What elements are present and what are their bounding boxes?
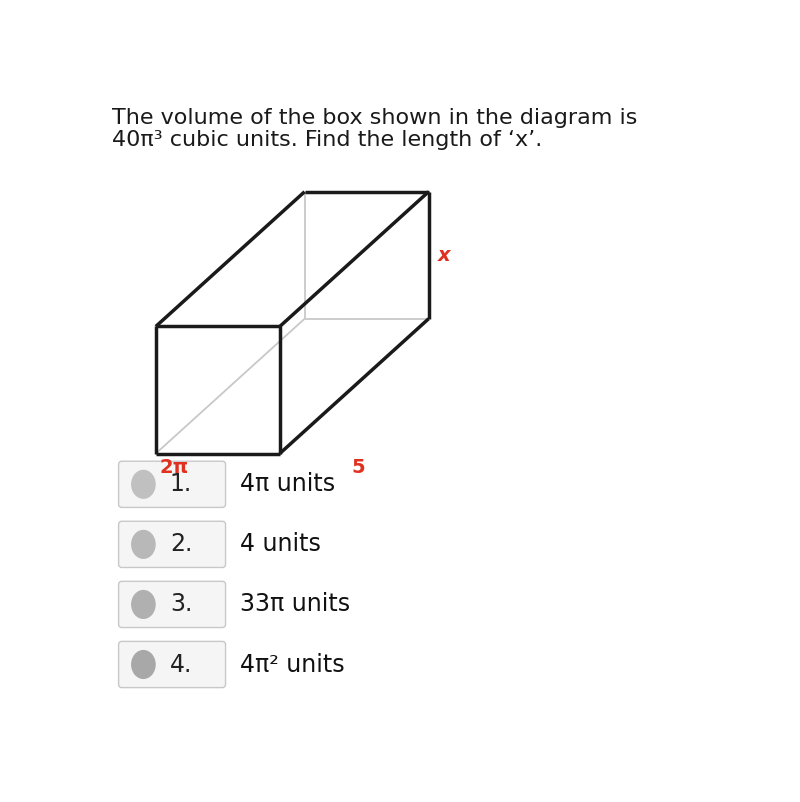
Text: 3.: 3. [170,593,192,617]
Text: 1.: 1. [170,472,192,496]
Text: 4.: 4. [170,653,192,677]
FancyBboxPatch shape [118,581,226,627]
Text: The volume of the box shown in the diagram is: The volume of the box shown in the diagr… [112,107,637,128]
Text: 4 units: 4 units [239,533,320,557]
Text: 33π units: 33π units [239,593,350,617]
Ellipse shape [132,471,155,498]
Ellipse shape [132,590,155,618]
Text: 4π units: 4π units [239,472,334,496]
Text: 40π³ cubic units. Find the length of ‘x’.: 40π³ cubic units. Find the length of ‘x’… [112,130,542,150]
FancyBboxPatch shape [118,461,226,508]
Ellipse shape [132,530,155,558]
Text: 4π² units: 4π² units [239,653,344,677]
Text: 5: 5 [351,458,365,477]
Ellipse shape [132,650,155,678]
FancyBboxPatch shape [118,521,226,568]
Text: 2π: 2π [160,458,189,477]
Text: x: x [438,245,450,265]
Text: 2.: 2. [170,533,192,557]
FancyBboxPatch shape [118,642,226,687]
